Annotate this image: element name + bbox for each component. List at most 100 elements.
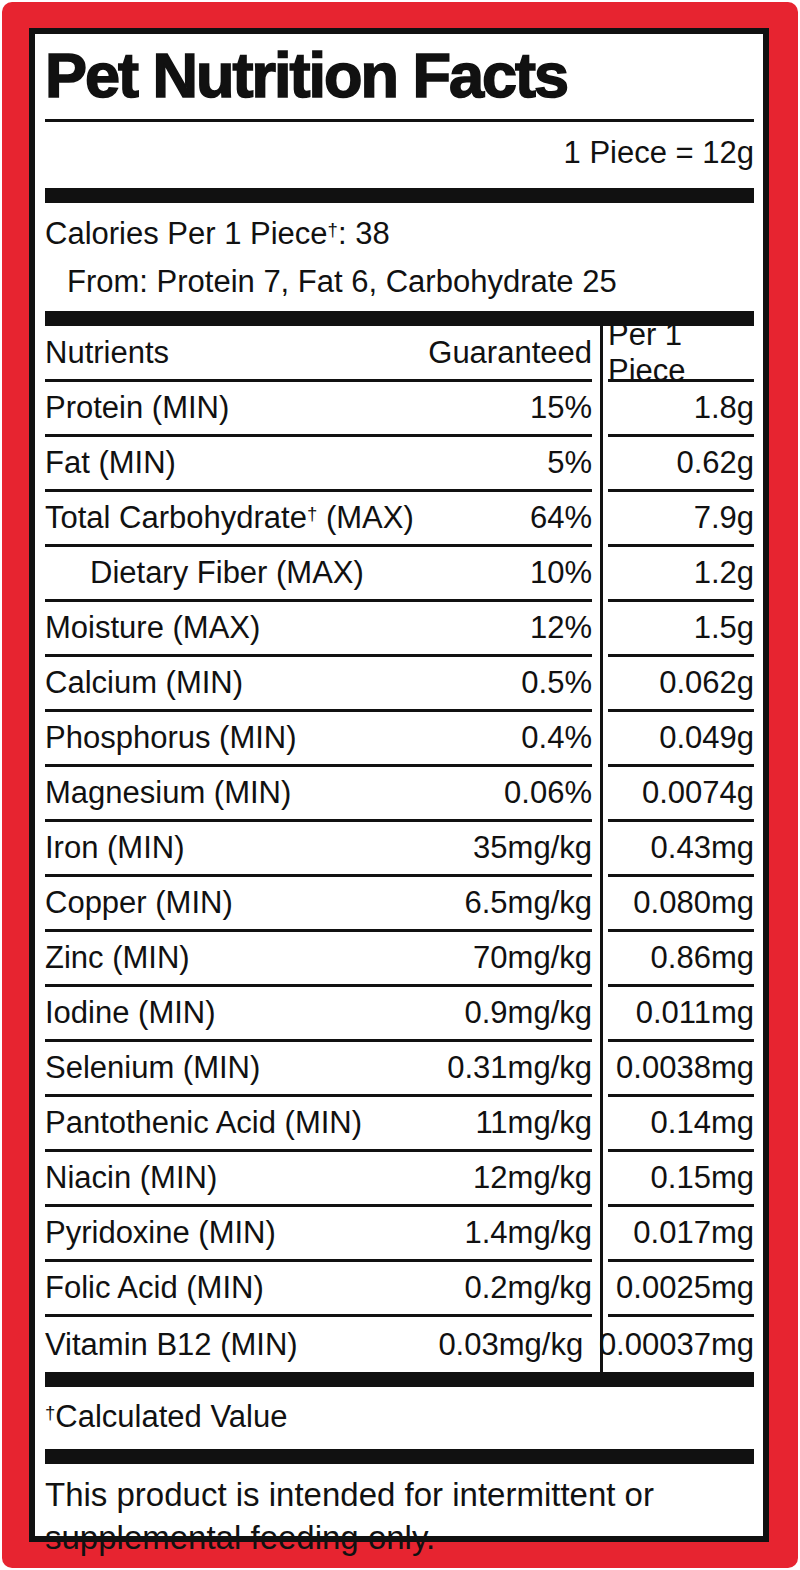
table-row: Vitamin B12 (MIN) 0.03mg/kg 0.00037mg (45, 1317, 754, 1372)
guaranteed-value: 0.31mg/kg (447, 1050, 592, 1086)
per-piece-cell: 1.8g (608, 382, 754, 437)
nutrient-name: Zinc (MIN) (45, 940, 190, 976)
disclaimer-text: This product is intended for intermitten… (45, 1464, 754, 1559)
calories-label: Calories Per 1 Piece (45, 216, 328, 251)
nutrient-cell: Niacin (MIN) 12mg/kg (45, 1152, 592, 1207)
guaranteed-value: 12mg/kg (473, 1160, 592, 1196)
nutrient-name: Moisture (MAX) (45, 610, 260, 646)
dagger-marker: † (328, 219, 338, 240)
column-gap (583, 1317, 599, 1372)
guaranteed-value: 10% (530, 555, 592, 591)
per-piece-cell: 1.2g (608, 547, 754, 602)
per-piece-value: 1.8g (694, 390, 754, 426)
nutrient-name: Fat (MIN) (45, 445, 176, 481)
header-left-cell: Nutrients Guaranteed (45, 326, 592, 382)
per-piece-cell: 1.5g (608, 602, 754, 657)
per-piece-value: 1.2g (694, 555, 754, 591)
nutrient-cell: Pyridoxine (MIN) 1.4mg/kg (45, 1207, 592, 1262)
per-piece-cell: 0.080mg (608, 877, 754, 932)
per-piece-value: 0.0074g (642, 775, 754, 811)
nutrient-name: Pantothenic Acid (MIN) (45, 1105, 362, 1141)
per-piece-cell: 0.43mg (608, 822, 754, 877)
nutrient-cell: Folic Acid (MIN) 0.2mg/kg (45, 1262, 592, 1317)
per-piece-value: 0.049g (659, 720, 754, 756)
table-row: Iodine (MIN)0.9mg/kg0.011mg (45, 987, 754, 1042)
table-row: Dietary Fiber (MAX) 10% 1.2g (45, 547, 754, 602)
nutrient-cell: Phosphorus (MIN)0.4% (45, 712, 592, 767)
nutrient-cell: Copper (MIN) 6.5mg/kg (45, 877, 592, 932)
column-header-nutrients: Nutrients (45, 335, 169, 371)
nutrient-cell: Zinc (MIN) 70mg/kg (45, 932, 592, 987)
per-piece-value: 0.15mg (651, 1160, 754, 1196)
nutrient-cell: Pantothenic Acid (MIN) 11mg/kg (45, 1097, 592, 1152)
page-title: Pet Nutrition Facts (45, 38, 754, 112)
nutrient-cell: Calcium (MIN)0.5% (45, 657, 592, 712)
table-row: Niacin (MIN) 12mg/kg 0.15mg (45, 1152, 754, 1207)
nutrient-cell: Protein (MIN) 15% (45, 382, 592, 437)
nutrient-cell: Iron (MIN)35mg/kg (45, 822, 592, 877)
per-piece-cell: 0.0038mg (608, 1042, 754, 1097)
column-header-guaranteed: Guaranteed (428, 335, 592, 371)
nutrient-name: Magnesium (MIN) (45, 775, 291, 811)
per-piece-cell: 0.62g (608, 437, 754, 492)
guaranteed-value: 12% (530, 610, 592, 646)
table-row: Calcium (MIN)0.5% 0.062g (45, 657, 754, 712)
per-piece-cell: 7.9g (608, 492, 754, 547)
nutrient-cell: Selenium (MIN) 0.31mg/kg (45, 1042, 592, 1097)
per-piece-value: 0.86mg (651, 940, 754, 976)
calories-value: : 38 (338, 216, 390, 251)
per-piece-cell: 0.86mg (608, 932, 754, 987)
section-bar-footnote-top (45, 1372, 754, 1387)
guaranteed-value: 35mg/kg (473, 830, 592, 866)
table-row: Protein (MIN) 15% 1.8g (45, 382, 754, 437)
per-piece-cell: 0.0025mg (608, 1262, 754, 1317)
label-content: Pet Nutrition Facts 1 Piece = 12g Calori… (35, 34, 763, 1536)
per-piece-cell: 0.00037mg (599, 1317, 754, 1372)
nutrient-name: Copper (MIN) (45, 885, 233, 921)
nutrients-table: Nutrients Guaranteed Per 1 Piece Protein… (45, 326, 754, 1372)
section-bar-top (45, 188, 754, 203)
nutrient-cell: Magnesium (MIN) 0.06% (45, 767, 592, 822)
nutrient-name: Total Carbohydrate† (MAX) (45, 500, 414, 536)
table-row: Zinc (MIN) 70mg/kg 0.86mg (45, 932, 754, 987)
guaranteed-value: 0.2mg/kg (464, 1270, 592, 1306)
nutrient-name: Iodine (MIN) (45, 995, 216, 1031)
guaranteed-value: 15% (530, 390, 592, 426)
guaranteed-value: 70mg/kg (473, 940, 592, 976)
per-piece-cell: 0.14mg (608, 1097, 754, 1152)
footnote-text: Calculated Value (55, 1399, 287, 1434)
nutrient-cell: Moisture (MAX) 12% (45, 602, 592, 657)
nutrient-name: Folic Acid (MIN) (45, 1270, 264, 1306)
per-piece-value: 0.0038mg (616, 1050, 754, 1086)
per-piece-value: 7.9g (694, 500, 754, 536)
nutrient-name: Dietary Fiber (MAX) (45, 555, 364, 591)
per-piece-cell: 0.15mg (608, 1152, 754, 1207)
per-piece-cell: 0.062g (608, 657, 754, 712)
guaranteed-value: 11mg/kg (475, 1105, 592, 1141)
table-header-row: Nutrients Guaranteed Per 1 Piece (45, 326, 754, 382)
pet-nutrition-facts-label: Pet Nutrition Facts 1 Piece = 12g Calori… (0, 0, 800, 1570)
per-piece-value: 0.062g (659, 665, 754, 701)
nutrient-name: Vitamin B12 (MIN) (45, 1327, 298, 1363)
guaranteed-value: 6.5mg/kg (464, 885, 592, 921)
guaranteed-value: 1.4mg/kg (464, 1215, 592, 1251)
table-row: Fat (MIN) 5% 0.62g (45, 437, 754, 492)
per-piece-value: 0.62g (676, 445, 754, 481)
guaranteed-value: 0.06% (504, 775, 592, 811)
per-piece-cell: 0.049g (608, 712, 754, 767)
guaranteed-value: 0.03mg/kg (438, 1327, 583, 1363)
table-rows: Protein (MIN) 15% 1.8g Fat (MIN) 5% 0.62g Tota… (45, 382, 754, 1372)
nutrient-name: Selenium (MIN) (45, 1050, 260, 1086)
guaranteed-value: 0.5% (521, 665, 592, 701)
dagger-marker: † (307, 503, 317, 524)
table-row: Folic Acid (MIN) 0.2mg/kg 0.0025mg (45, 1262, 754, 1317)
per-piece-cell: 0.0074g (608, 767, 754, 822)
column-header-per-piece: Per 1 Piece (608, 317, 754, 389)
section-bar-disclaimer-top (45, 1449, 754, 1464)
guaranteed-value: 5% (547, 445, 592, 481)
table-row: Pantothenic Acid (MIN) 11mg/kg 0.14mg (45, 1097, 754, 1152)
nutrient-name: Protein (MIN) (45, 390, 229, 426)
nutrient-name: Niacin (MIN) (45, 1160, 217, 1196)
nutrient-name: Pyridoxine (MIN) (45, 1215, 276, 1251)
per-piece-value: 0.011mg (636, 995, 754, 1031)
